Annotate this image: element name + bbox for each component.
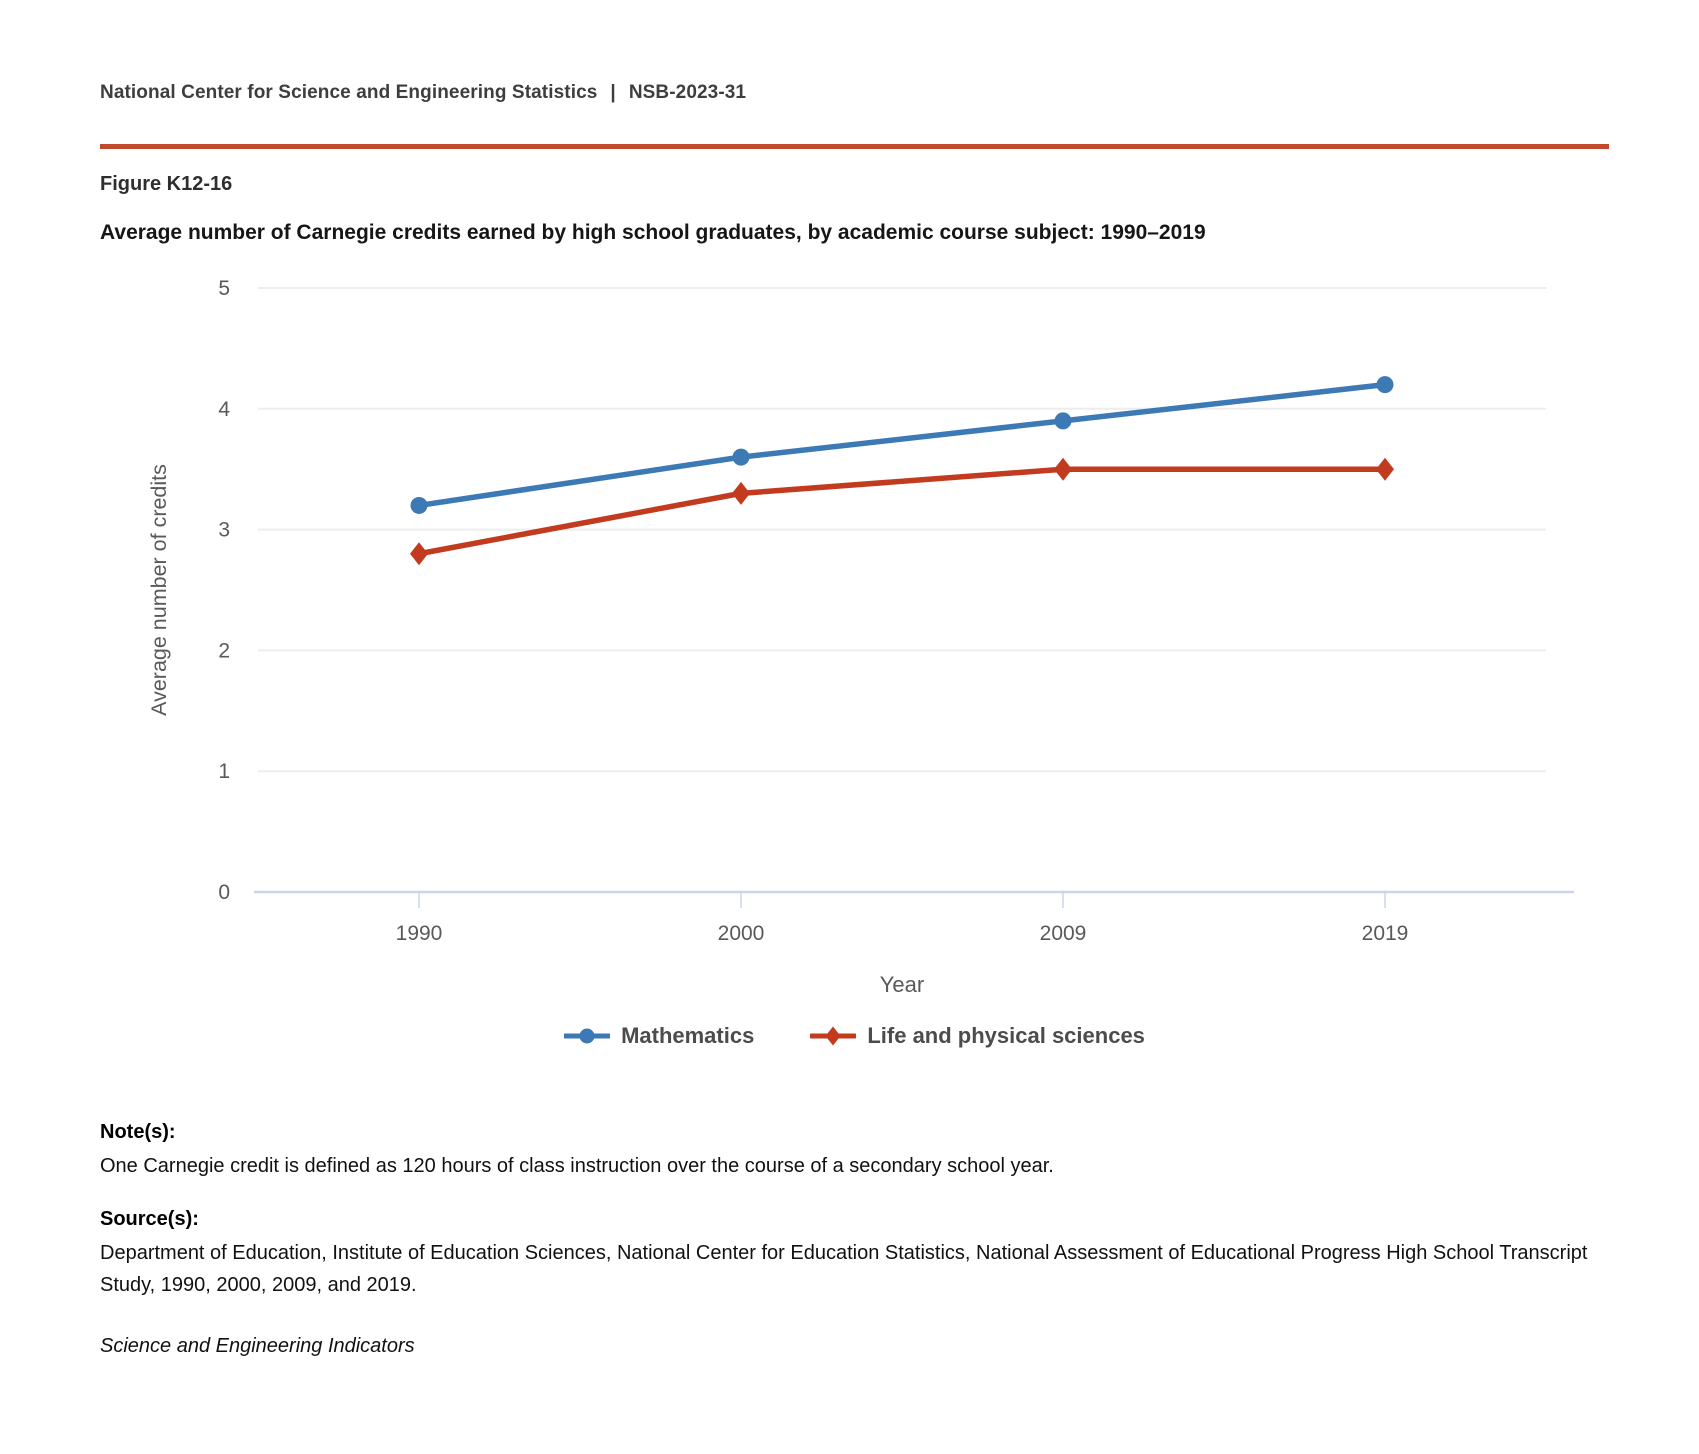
y-tick-label: 3 [218, 519, 230, 542]
x-tick-label: 2000 [718, 922, 765, 945]
notes-label: Note(s): [100, 1121, 176, 1143]
y-tick-label: 4 [218, 398, 230, 421]
data-point [732, 481, 750, 505]
data-point [1054, 457, 1072, 481]
notes-text: One Carnegie credit is defined as 120 ho… [100, 1155, 1054, 1177]
chart-container: 0 1 2 3 4 5 1990 2000 2009 2019 Year Average number… [100, 265, 1609, 1049]
x-tick-label: 2009 [1040, 922, 1087, 945]
x-tick-label: 1990 [396, 922, 443, 945]
header-brand: National Center for Science and Engineer… [100, 82, 598, 103]
header-separator: | [610, 82, 616, 103]
line-chart: 0 1 2 3 4 5 1990 2000 2009 2019 Year Average number… [147, 277, 1574, 993]
data-point [732, 448, 750, 466]
publication-title: Science and Engineering Indicators [100, 1335, 415, 1357]
report-header: National Center for Science and Engineer… [100, 82, 1609, 104]
x-tick-label: 2019 [1362, 922, 1409, 945]
y-tick-label: 1 [218, 760, 230, 783]
diamond-marker-icon [810, 1026, 857, 1046]
data-point [410, 496, 428, 514]
y-tick-label: 0 [218, 881, 230, 904]
series-line-life-and-physical-sciences [416, 466, 1388, 557]
series-line-mathematics [416, 381, 1388, 509]
y-tick-label: 2 [218, 639, 230, 662]
chart-legend: Mathematics Life and physical sciences [100, 1023, 1609, 1049]
legend-label: Mathematics [621, 1023, 755, 1048]
data-point [1376, 376, 1394, 394]
notes-section: Note(s): One Carnegie credit is defined … [100, 1121, 1609, 1358]
y-axis-title: Average number of credits [147, 464, 171, 716]
figure-title: Average number of Carnegie credits earne… [100, 221, 1206, 244]
y-tick-label: 5 [218, 277, 230, 300]
figure-label: Figure K12-16 [100, 173, 233, 195]
sources-text: Department of Education, Institute of Ed… [100, 1242, 1588, 1296]
legend-label: Life and physical sciences [867, 1023, 1145, 1048]
legend-item-mathematics[interactable]: Mathematics [564, 1023, 754, 1049]
header-report-id: NSB-2023-31 [628, 82, 747, 103]
legend-item-life-and-physical-sciences[interactable]: Life and physical sciences [810, 1023, 1145, 1049]
accent-rule [100, 144, 1609, 149]
data-point [1376, 457, 1394, 481]
circle-marker-icon [564, 1028, 611, 1044]
data-point [410, 542, 428, 566]
x-axis-title: Year [880, 972, 924, 993]
sources-label: Source(s): [100, 1208, 199, 1230]
data-point [1054, 412, 1072, 430]
